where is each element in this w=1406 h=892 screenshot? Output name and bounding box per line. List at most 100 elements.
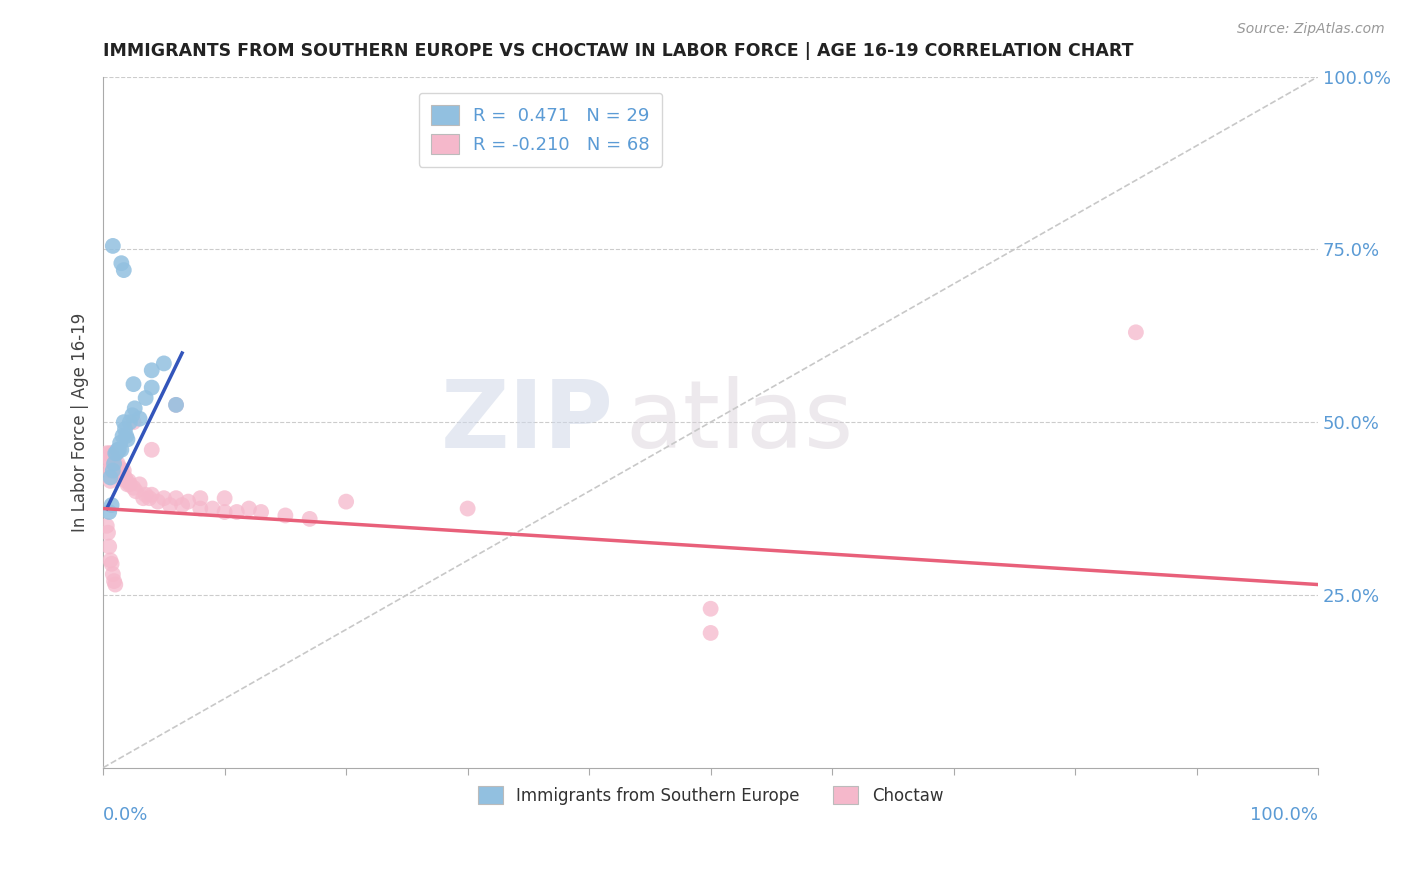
Point bbox=[108, 463, 131, 477]
Legend: Immigrants from Southern Europe, Choctaw: Immigrants from Southern Europe, Choctaw bbox=[471, 780, 950, 811]
Point bbox=[201, 501, 224, 516]
Point bbox=[214, 505, 236, 519]
Point bbox=[108, 442, 131, 457]
Text: 100.0%: 100.0% bbox=[1250, 805, 1319, 823]
Point bbox=[188, 501, 211, 516]
Point bbox=[100, 557, 122, 571]
Point bbox=[250, 505, 273, 519]
Point bbox=[146, 494, 169, 508]
Point bbox=[225, 505, 247, 519]
Point bbox=[96, 446, 118, 460]
Point bbox=[122, 481, 145, 495]
Point bbox=[101, 463, 124, 477]
Point bbox=[100, 553, 122, 567]
Point bbox=[103, 457, 125, 471]
Point bbox=[98, 446, 121, 460]
Point bbox=[172, 498, 194, 512]
Point bbox=[118, 415, 141, 429]
Point bbox=[110, 442, 132, 457]
Point bbox=[100, 446, 122, 460]
Text: 0.0%: 0.0% bbox=[103, 805, 149, 823]
Point bbox=[104, 460, 127, 475]
Point bbox=[114, 422, 136, 436]
Point bbox=[141, 363, 163, 377]
Point bbox=[100, 474, 122, 488]
Point bbox=[111, 467, 134, 481]
Point bbox=[108, 436, 131, 450]
Point bbox=[110, 463, 132, 477]
Point bbox=[100, 470, 122, 484]
Point bbox=[135, 391, 157, 405]
Point bbox=[141, 442, 163, 457]
Point bbox=[165, 398, 187, 412]
Point bbox=[128, 411, 150, 425]
Point bbox=[100, 498, 122, 512]
Point bbox=[159, 498, 181, 512]
Point bbox=[274, 508, 297, 523]
Point bbox=[122, 377, 145, 392]
Point bbox=[141, 488, 163, 502]
Point bbox=[115, 429, 138, 443]
Point bbox=[100, 453, 122, 467]
Point bbox=[118, 477, 141, 491]
Y-axis label: In Labor Force | Age 16-19: In Labor Force | Age 16-19 bbox=[72, 312, 89, 532]
Point bbox=[108, 467, 131, 481]
Point bbox=[103, 574, 125, 588]
Point bbox=[238, 501, 260, 516]
Point bbox=[177, 494, 200, 508]
Point bbox=[141, 381, 163, 395]
Point bbox=[111, 429, 134, 443]
Point bbox=[110, 470, 132, 484]
Point bbox=[128, 477, 150, 491]
Point bbox=[101, 567, 124, 582]
Point bbox=[112, 263, 135, 277]
Point bbox=[165, 491, 187, 505]
Point bbox=[110, 256, 132, 270]
Point bbox=[100, 463, 122, 477]
Point bbox=[1125, 326, 1147, 340]
Point bbox=[105, 460, 128, 475]
Text: atlas: atlas bbox=[626, 376, 853, 468]
Point bbox=[98, 463, 121, 477]
Point bbox=[107, 442, 129, 457]
Point bbox=[98, 540, 121, 554]
Point bbox=[165, 398, 187, 412]
Point bbox=[117, 477, 139, 491]
Point bbox=[97, 525, 120, 540]
Point bbox=[115, 474, 138, 488]
Point bbox=[105, 463, 128, 477]
Point bbox=[107, 457, 129, 471]
Point bbox=[122, 415, 145, 429]
Point bbox=[138, 491, 160, 505]
Point bbox=[107, 463, 129, 477]
Point bbox=[298, 512, 321, 526]
Text: IMMIGRANTS FROM SOUTHERN EUROPE VS CHOCTAW IN LABOR FORCE | AGE 16-19 CORRELATIO: IMMIGRANTS FROM SOUTHERN EUROPE VS CHOCT… bbox=[103, 42, 1133, 60]
Point bbox=[124, 401, 146, 416]
Point bbox=[105, 446, 128, 460]
Point bbox=[114, 470, 136, 484]
Point bbox=[112, 415, 135, 429]
Point bbox=[135, 488, 157, 502]
Text: Source: ZipAtlas.com: Source: ZipAtlas.com bbox=[1237, 22, 1385, 37]
Point bbox=[103, 457, 125, 471]
Point bbox=[699, 626, 721, 640]
Point bbox=[108, 460, 131, 475]
Point bbox=[117, 433, 139, 447]
Point bbox=[96, 518, 118, 533]
Point bbox=[103, 453, 125, 467]
Point bbox=[104, 446, 127, 460]
Point bbox=[335, 494, 357, 508]
Point bbox=[457, 501, 479, 516]
Point bbox=[97, 453, 120, 467]
Point bbox=[153, 356, 176, 370]
Point bbox=[125, 484, 148, 499]
Point bbox=[98, 505, 121, 519]
Point bbox=[101, 450, 124, 464]
Point bbox=[153, 491, 176, 505]
Text: ZIP: ZIP bbox=[440, 376, 613, 468]
Point bbox=[188, 491, 211, 505]
Point bbox=[104, 457, 127, 471]
Point bbox=[132, 491, 155, 505]
Point bbox=[699, 601, 721, 615]
Point bbox=[101, 239, 124, 253]
